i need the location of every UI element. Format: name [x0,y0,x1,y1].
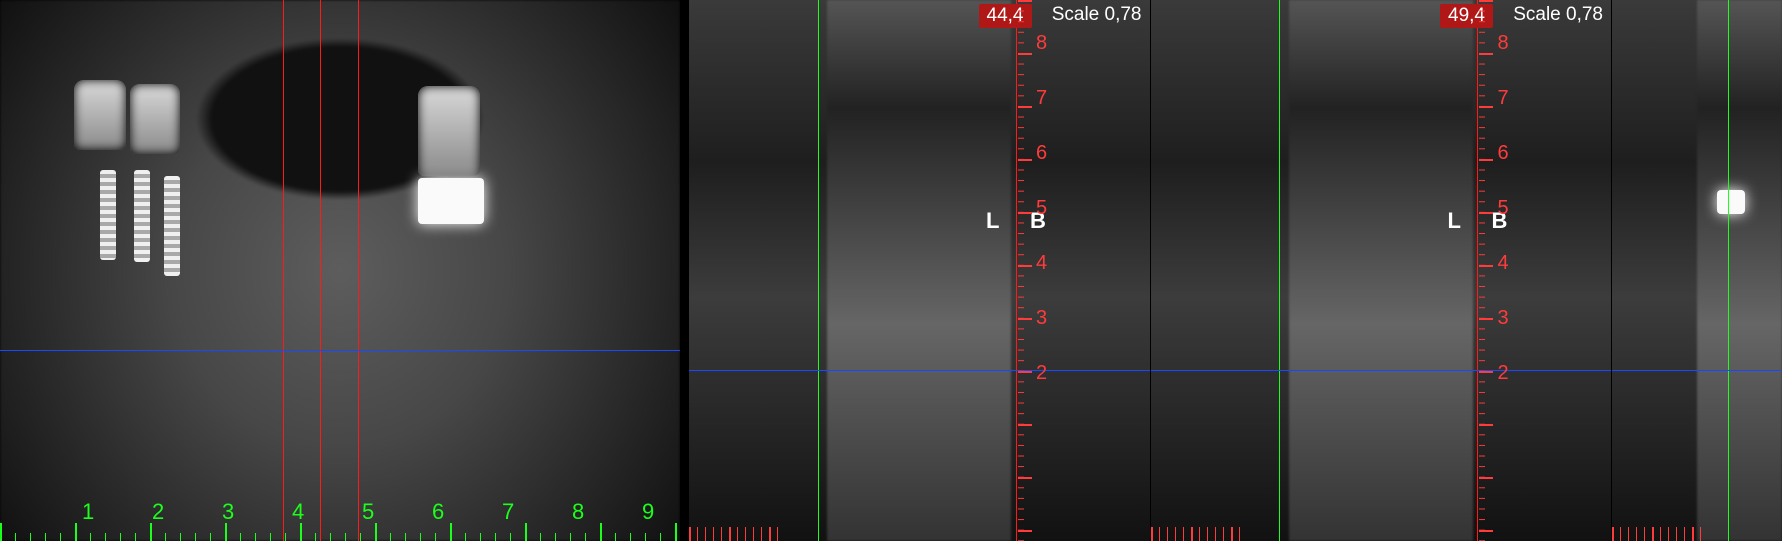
implant-axis-line[interactable] [1279,0,1280,541]
section-line-3[interactable] [358,0,359,541]
ruler-number: 9 [642,499,654,525]
ruler-axis-line[interactable] [1016,0,1017,541]
horizontal-ruler [689,527,779,541]
ruler-number: 5 [1036,197,1047,220]
ruler-ticks [0,523,680,541]
implant [164,176,180,276]
axial-plane-line[interactable] [0,350,680,351]
lingual-label: L [1447,208,1460,234]
implant-axis-line[interactable] [1728,0,1729,541]
ruler-axis-line[interactable] [1477,0,1478,541]
restoration [1717,190,1745,214]
section-line-1[interactable] [283,0,284,541]
ruler-number: 1 [82,499,94,525]
ruler-number: 2 [152,499,164,525]
slice-image [827,0,1011,541]
ruler-number: 4 [1497,252,1508,275]
ruler-number: 5 [362,499,374,525]
ruler-number: 5 [1497,197,1508,220]
axial-plane-line[interactable] [689,370,1150,371]
cross-section-view[interactable]: 49,4 Scale 0,78 L B 8 7 6 5 4 3 2 [1150,0,1612,541]
panoramic-view[interactable]: 1 2 3 4 5 6 7 8 9 [0,0,680,541]
ruler-number: 7 [502,499,514,525]
viewer-root: 1 2 3 4 5 6 7 8 9 44,4 Scale 0,78 L B 8 [0,0,1782,541]
scale-label: Scale 0,78 [1052,4,1142,26]
implant [100,170,116,260]
ruler-number: 3 [1497,307,1508,330]
panoramic-ruler: 1 2 3 4 5 6 7 8 9 [0,501,680,541]
ruler-number: 2 [1497,362,1508,385]
restoration [418,178,484,224]
tooth [418,86,480,176]
implant-axis-line[interactable] [818,0,819,541]
ruler-number: 6 [1497,142,1508,165]
scale-label: Scale 0,78 [1513,4,1603,26]
cross-section-view[interactable]: 44,4 Scale 0,78 L B 8 7 6 5 4 3 2 [688,0,1150,541]
horizontal-ruler [1612,527,1702,541]
lingual-label: L [986,208,999,234]
tooth [130,84,180,154]
ruler-ticks [1479,0,1493,541]
tooth [74,80,126,150]
ruler-number: 2 [1036,362,1047,385]
slice-image [1697,0,1782,541]
ruler-number: 8 [572,499,584,525]
section-line-2[interactable] [320,0,321,541]
ruler-number: 3 [222,499,234,525]
axial-plane-line[interactable] [1612,370,1782,371]
slice-image [1289,0,1473,541]
ruler-ticks [1018,0,1032,541]
ruler-number: 8 [1497,32,1508,55]
vertical-ruler: 8 7 6 5 4 3 2 [1018,0,1052,541]
ruler-number: 7 [1497,87,1508,110]
implant [134,170,150,262]
vertical-ruler: 8 7 6 5 4 3 2 [1479,0,1513,541]
ruler-number: 3 [1036,307,1047,330]
ruler-number: 4 [1036,252,1047,275]
horizontal-ruler [1151,527,1241,541]
cross-section-view[interactable] [1611,0,1782,541]
ruler-number: 8 [1036,32,1047,55]
axial-plane-line[interactable] [1151,370,1612,371]
ruler-number: 6 [1036,142,1047,165]
ruler-number: 6 [432,499,444,525]
ruler-number: 7 [1036,87,1047,110]
ruler-number: 4 [292,499,304,525]
cross-section-container: 44,4 Scale 0,78 L B 8 7 6 5 4 3 2 49,4 [688,0,1782,541]
